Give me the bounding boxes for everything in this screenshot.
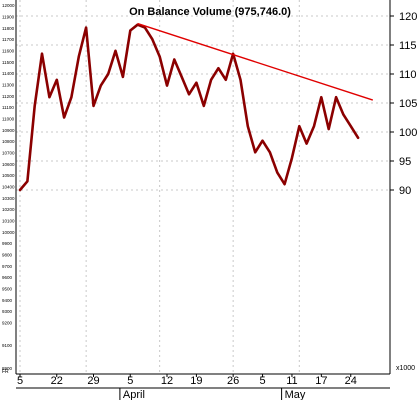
left-tick-label: 11500 [2,60,15,65]
left-tick-label: 11800 [2,26,15,31]
left-tick-label: 11600 [2,49,15,54]
x-tick-label: 11 [286,375,297,387]
x-tick-label: 19 [190,375,202,387]
left-tick-label: 10700 [2,151,15,156]
x-tick-label: 26 [227,375,239,387]
left-tick-label: 10900 [2,128,15,133]
left-tick-label: 9200 [2,321,13,326]
left-tick-label: 9700 [2,264,13,269]
obv-line [18,23,360,192]
month-label: April [123,389,145,400]
left-tick-label: 10600 [2,162,15,167]
x-tick-label: 24 [345,375,357,387]
right-tick-label: 90 [399,185,411,197]
left-tick-label: 9800 [2,253,13,258]
left-tick-label: 9300 [2,309,13,314]
left-tick-label: 10400 [2,185,15,190]
right-tick-label: 105 [399,98,417,110]
left-tick-label: 9400 [2,298,13,303]
trendline [137,22,374,101]
right-tick-label: 100 [399,127,417,139]
obv-series [18,23,360,192]
x-tick-label: 22 [51,375,63,387]
left-tick-label: 9600 [2,275,13,280]
x-tick-label: 29 [87,375,99,387]
left-tick-label: 8900 [2,366,13,371]
chart-title: On Balance Volume (975,746.0) [129,6,291,18]
left-tick-label: 10500 [2,173,15,178]
trendline-layer [137,22,374,101]
left-tick-label: 10100 [2,219,15,224]
x-tick-label: 12 [161,375,173,387]
x-tick-label: 5 [259,375,265,387]
left-tick-label: 11300 [2,83,15,88]
left-tick-label: 10300 [2,196,15,201]
right-tick-label: 120 [399,11,417,23]
left-tick-label: 12000 [2,3,15,8]
left-tick-label: 11700 [2,37,15,42]
left-tick-label: 10800 [2,139,15,144]
left-tick-label: 10000 [2,230,15,235]
right-tick-label: 110 [399,69,417,81]
right-tick-label: 95 [399,156,411,168]
left-tick-label: 9100 [2,343,13,348]
left-tick-label: 11400 [2,71,15,76]
right-axis: 90 95 100 105 110 115 120 [390,11,417,197]
left-tick-label: 10200 [2,207,15,212]
left-tick-label: 9500 [2,287,13,292]
month-label: May [285,389,306,400]
right-axis-unit-label: x1000 [396,365,415,372]
left-tick-label: 11900 [2,15,15,20]
right-tick-label: 115 [399,40,417,52]
left-tick-label: 11100 [2,105,14,110]
left-tick-label: 9900 [2,241,13,246]
x-tick-label: 5 [17,375,23,387]
x-axis: 5 22 29 5 12 19 26 5 11 17 24 April May [17,374,357,400]
plot-background [16,0,390,374]
left-tick-label: 11000 [2,117,15,122]
x-tick-label: 17 [315,375,327,387]
left-axis: 8900 9100 9200 9300 9400 9500 9600 9700 9800 9900… [2,3,15,371]
x-tick-label: 5 [127,375,133,387]
left-tick-label: 11200 [2,94,15,99]
left-axis-bottom-label: FR [2,369,9,375]
